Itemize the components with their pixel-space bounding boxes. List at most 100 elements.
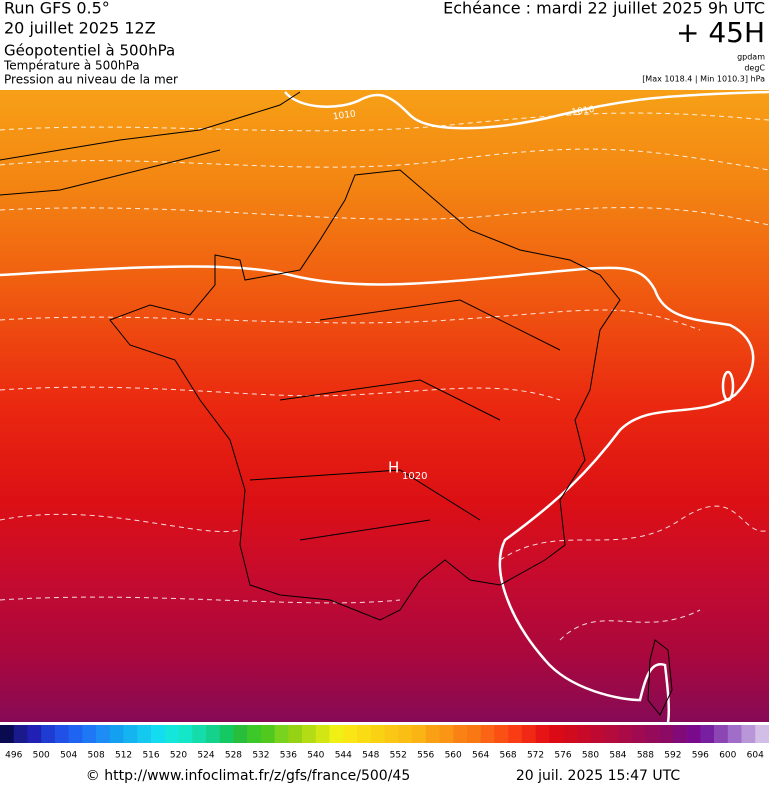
colorbar-swatch (466, 725, 481, 743)
timestamp: 20 juil. 2025 15:47 UTC (516, 768, 681, 784)
colorbar-label: 508 (88, 751, 105, 761)
colorbar-label: 552 (390, 751, 407, 761)
colorbar-label: 584 (609, 751, 626, 761)
unit: degC (744, 64, 765, 73)
colorbar-swatch (398, 725, 413, 743)
colorbar-label: 516 (142, 751, 159, 761)
high-value: 1020 (402, 471, 427, 482)
source-url: © http://www.infoclimat.fr/z/gfs/france/… (86, 768, 410, 784)
colorbar-swatch (343, 725, 358, 743)
colorbar-swatch (535, 725, 550, 743)
colorbar-label: 568 (499, 751, 516, 761)
colorbar-swatch (563, 725, 578, 743)
colorbar-label: 600 (719, 751, 736, 761)
colorbar-swatch (521, 725, 536, 743)
run-date: 20 juillet 2025 12Z (4, 19, 156, 38)
colorbar-label: 532 (252, 751, 269, 761)
colorbar-swatch (219, 725, 234, 743)
colorbar-swatch (13, 725, 28, 743)
colorbar-swatch (480, 725, 495, 743)
colorbar-label: 544 (335, 751, 352, 761)
colorbar-swatch (68, 725, 83, 743)
lead-time: + 45H (676, 16, 765, 49)
colorbar-label: 500 (33, 751, 50, 761)
colorbar-label: 588 (637, 751, 654, 761)
colorbar-label: 596 (692, 751, 709, 761)
colorbar-label: 572 (527, 751, 544, 761)
colorbar-swatch (82, 725, 97, 743)
colorbar-swatch (494, 725, 509, 743)
colorbar-label: 580 (582, 751, 599, 761)
map-field (0, 90, 769, 722)
colorbar-swatch (288, 725, 303, 743)
colorbar-swatch (508, 725, 523, 743)
colorbar-swatch (96, 725, 111, 743)
colorbar-swatch (700, 725, 715, 743)
colorbar-swatch (439, 725, 454, 743)
colorbar-swatch (109, 725, 124, 743)
colorbar-swatch (260, 725, 275, 743)
colorbar-swatch (205, 725, 221, 743)
colorbar-swatch (453, 725, 468, 743)
colorbar-swatch (0, 725, 15, 743)
colorbar-swatch (411, 725, 426, 743)
isobar-label: 1010 (332, 109, 356, 122)
colorbar-swatch (27, 725, 42, 743)
colorbar-label: 556 (417, 751, 434, 761)
colorbar-swatch (164, 725, 179, 743)
colorbar-label: 496 (5, 751, 22, 761)
colorbar-label: 528 (225, 751, 242, 761)
colorbar-swatch (425, 725, 440, 743)
colorbar-swatch (137, 725, 152, 743)
colorbar-swatch (645, 725, 660, 743)
colorbar-swatch (233, 725, 248, 743)
colorbar-label: 520 (170, 751, 187, 761)
colorbar-swatch (727, 725, 742, 743)
colorbar-label: 560 (445, 751, 462, 761)
colorbar: 496 500 504 508 512 516 520 524 528 532 536 540 544 5… (0, 725, 769, 761)
colorbar-swatch (672, 725, 687, 743)
colorbar-label: 548 (362, 751, 379, 761)
temperature-contours (0, 112, 769, 641)
colorbar-swatch (192, 725, 207, 743)
colorbar-swatch (631, 725, 646, 743)
colorbar-swatch (741, 725, 756, 743)
run: Run GFS 0.5° (4, 0, 110, 18)
colorbar-swatch (123, 725, 138, 743)
isobars (0, 90, 769, 723)
colorbar-label: 564 (472, 751, 489, 761)
colorbar-swatch (590, 725, 605, 743)
header-bg (0, 0, 769, 90)
colorbar-swatch (659, 725, 674, 743)
colorbar-label: 524 (197, 751, 214, 761)
high-marker: H (388, 459, 399, 477)
colorbar-swatch (329, 725, 344, 743)
forecast: Echéance : mardi 22 juillet 2025 9h UTC (443, 0, 765, 18)
colorbar-swatch (384, 725, 399, 743)
colorbar-label: 592 (664, 751, 681, 761)
isobar-label: 1010 (571, 105, 595, 118)
field-title: Géopotentiel à 500hPa (4, 42, 175, 60)
unit: gpdam (737, 53, 765, 62)
colorbar-swatch (357, 725, 372, 743)
colorbar-label: 576 (554, 751, 571, 761)
colorbar-swatch (315, 725, 330, 743)
colorbar-label: 504 (60, 751, 77, 761)
colorbar-swatch (370, 725, 385, 743)
colorbar-swatch (178, 725, 193, 743)
colorbar-swatch (686, 725, 701, 743)
colorbar-swatch (714, 725, 729, 743)
colorbar-label: 512 (115, 751, 132, 761)
pressure-range: [Max 1018.4 | Min 1010.3] hPa (642, 75, 765, 84)
colorbar-swatch (755, 725, 769, 743)
colorbar-swatch (151, 725, 166, 743)
coastlines (0, 91, 673, 716)
field-subtitle: Pression au niveau de la mer (4, 73, 178, 87)
colorbar-swatch (617, 725, 632, 743)
colorbar-swatch (604, 725, 619, 743)
field-subtitle: Température à 500hPa (3, 59, 140, 73)
colorbar-swatch (54, 725, 69, 743)
colorbar-swatch (274, 725, 289, 743)
colorbar-swatch (247, 725, 262, 743)
